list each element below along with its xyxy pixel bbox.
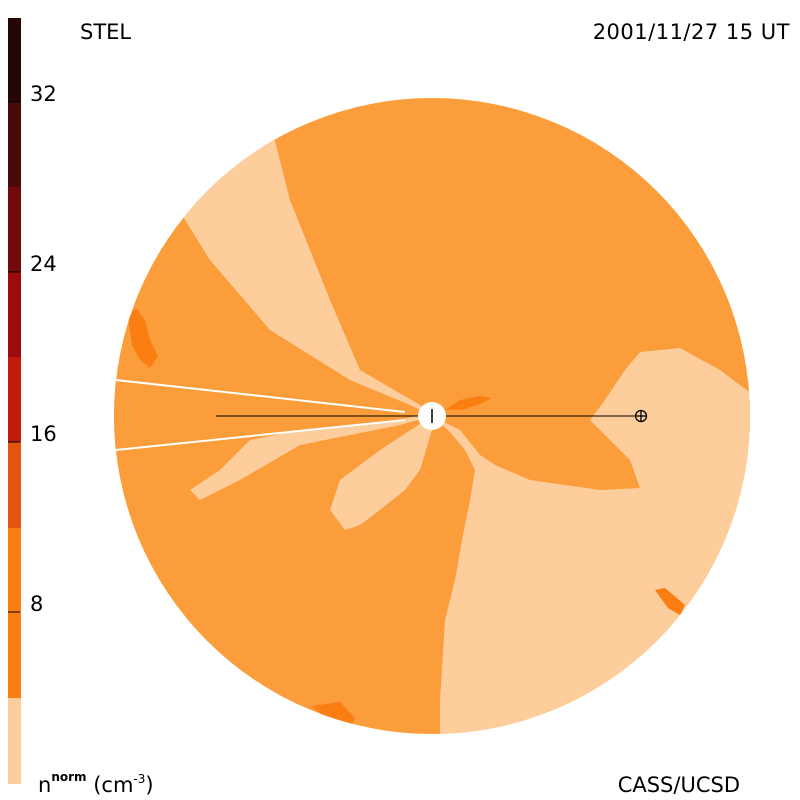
- low-density-region-lower: [330, 416, 432, 530]
- colorbar-band-dark-maroon: [8, 102, 21, 187]
- earth-marker: [634, 409, 648, 423]
- instrument-label: STEL: [80, 20, 132, 44]
- colorbar-tick-label-24: 24: [30, 252, 57, 276]
- colorbar-band-1: [8, 698, 21, 784]
- colorbar-tick-label-16: 16: [30, 422, 57, 446]
- colorbar-band-deep-orange: [8, 442, 21, 528]
- gap-edge-upper: [115, 379, 406, 413]
- units-open: (cm: [93, 773, 134, 797]
- colorbar-band-orange: [8, 528, 21, 698]
- enhanced-region-south: [312, 702, 355, 728]
- quantity-symbol: n: [38, 773, 52, 797]
- colorbar: [8, 18, 21, 784]
- units-close: ): [145, 773, 154, 797]
- enhanced-region-east: [655, 588, 685, 615]
- enhanced-region-west: [128, 308, 158, 368]
- colorbar-band-dark-red: [8, 272, 21, 357]
- sun-marker: [418, 402, 446, 430]
- colorbar-tick-label-8: 8: [30, 592, 44, 616]
- gap-edge-lower: [115, 419, 406, 451]
- colorbar-units-label: nnorm (cm-3): [38, 771, 154, 796]
- colorbar-tick-label-32: 32: [30, 82, 57, 106]
- credit-label: CASS/UCSD: [617, 773, 740, 797]
- low-density-region-upper: [140, 98, 432, 500]
- timestamp-label: 2001/11/27 15 UT: [592, 20, 790, 44]
- units-exponent: -3: [133, 772, 146, 786]
- data-gap-wedge: [114, 378, 420, 452]
- quantity-superscript: norm: [51, 770, 87, 784]
- enhanced-region-near-sun: [445, 396, 492, 410]
- colorbar-band-red: [8, 357, 21, 442]
- colorbar-band-maroon: [8, 187, 21, 272]
- colorbar-band-top: [8, 18, 21, 102]
